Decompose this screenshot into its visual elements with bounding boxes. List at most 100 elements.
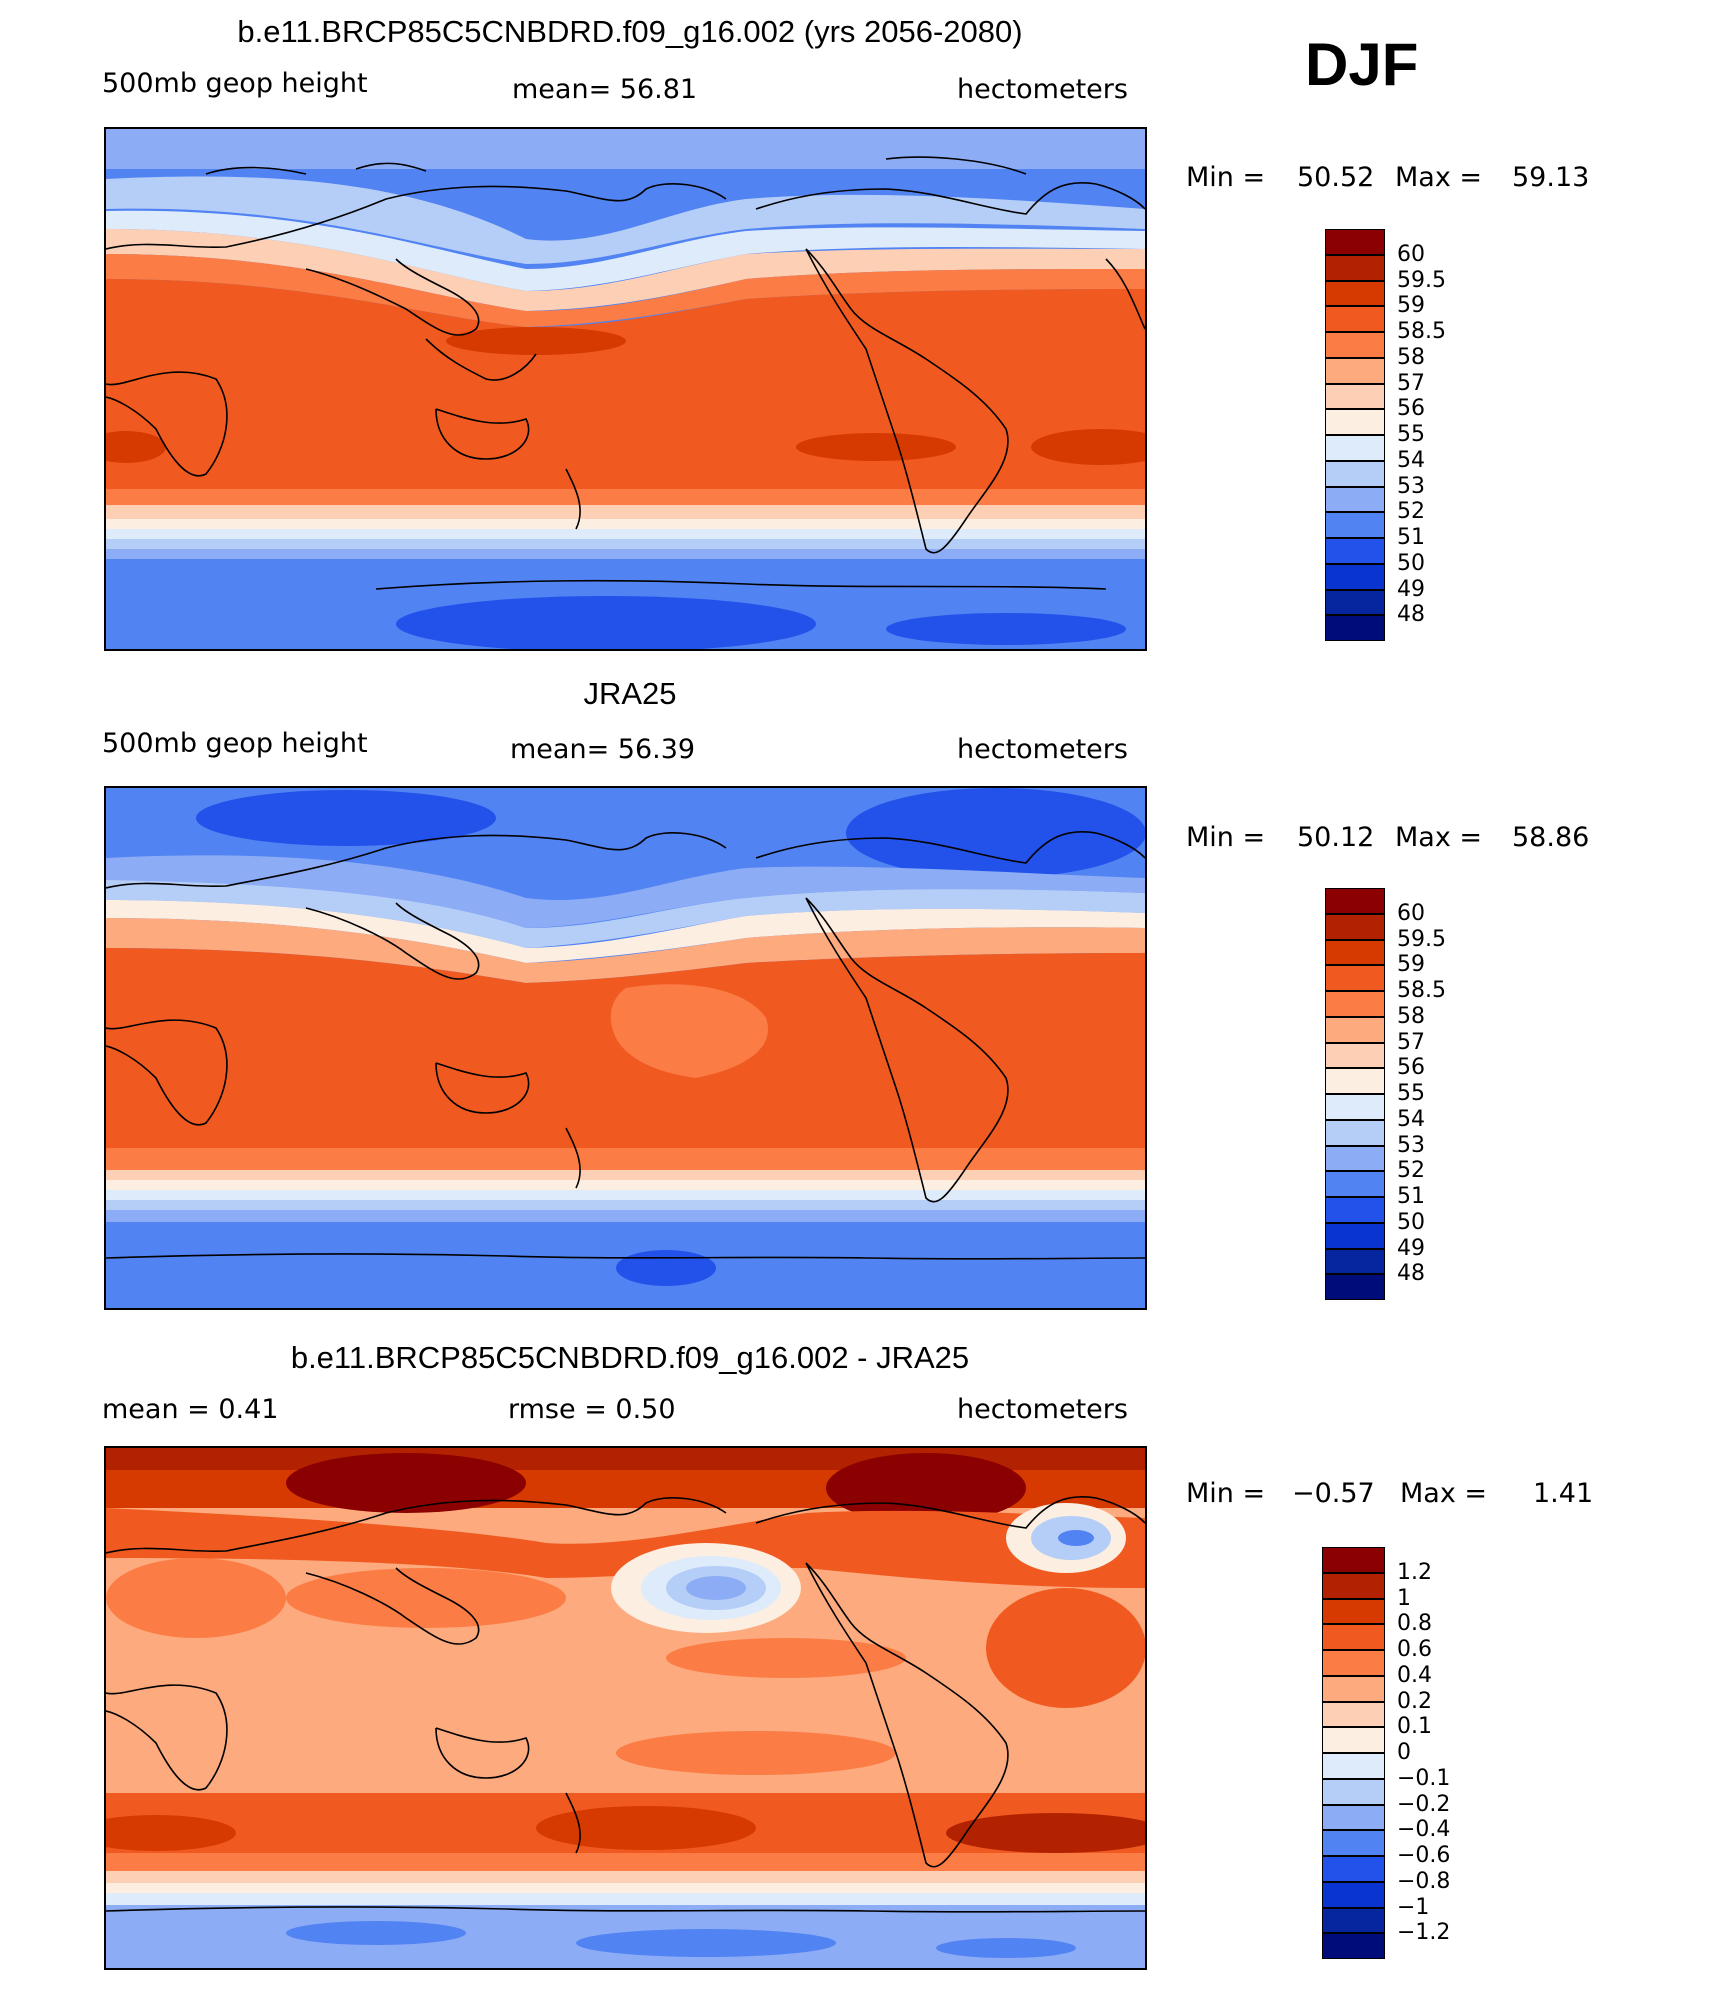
- colorbar-tick-label: 57: [1397, 370, 1425, 396]
- colorbar-tick-label: 58: [1397, 1003, 1425, 1029]
- panel1-map: [104, 127, 1147, 651]
- colorbar-cell: [1325, 409, 1385, 435]
- colorbar-cell: [1325, 589, 1385, 616]
- colorbar-tick-label: 56: [1397, 1055, 1425, 1081]
- colorbar-tick-label: 58.5: [1397, 978, 1446, 1003]
- colorbar-tick-label: −1: [1397, 1894, 1430, 1920]
- panel2-max-value: 58.86: [1512, 822, 1590, 853]
- colorbar-tick-label: 52: [1397, 499, 1425, 525]
- panel1-mean-label: mean= 56.81: [512, 74, 698, 105]
- panel3-rmse-label: rmse = 0.50: [508, 1394, 676, 1425]
- colorbar-tick-label: 0: [1397, 1740, 1411, 1765]
- colorbar-tick-label: −1.2: [1397, 1920, 1451, 1946]
- colorbar-tick-label: 58: [1397, 344, 1425, 370]
- colorbar-cell: [1325, 383, 1385, 410]
- colorbar-cell: [1322, 1907, 1385, 1934]
- colorbar-cell: [1325, 357, 1385, 384]
- colorbar-tick-label: −0.1: [1397, 1765, 1451, 1791]
- colorbar-cell: [1325, 1222, 1385, 1249]
- colorbar-tick-label: 51: [1397, 525, 1425, 550]
- panel2-field-label: 500mb geop height: [102, 728, 368, 759]
- panel1-max-value: 59.13: [1512, 162, 1590, 193]
- colorbar-cell: [1325, 563, 1385, 590]
- panel2-mean-label: mean= 56.39: [510, 734, 696, 765]
- colorbar-tick-label: 54: [1397, 447, 1425, 473]
- colorbar-tick-label: 1: [1397, 1585, 1411, 1611]
- panel3-max-label: Max =: [1400, 1478, 1488, 1509]
- panel1-max-label: Max =: [1395, 162, 1483, 193]
- colorbar-tick-label: 60: [1397, 900, 1425, 926]
- colorbar-cell: [1325, 1042, 1385, 1069]
- colorbar-cell: [1325, 939, 1385, 966]
- colorbar-cell: [1325, 538, 1385, 564]
- colorbar-tick-label: 57: [1397, 1029, 1425, 1055]
- colorbar-cell: [1322, 1727, 1385, 1753]
- colorbar-cell: [1325, 512, 1385, 538]
- colorbar-tick-label: 55: [1397, 1081, 1425, 1106]
- colorbar-cell: [1325, 1274, 1385, 1300]
- panel3-min-value: −0.57: [1292, 1478, 1375, 1509]
- colorbar-cell: [1325, 435, 1385, 461]
- panel2-colorbar: [1325, 888, 1385, 1300]
- colorbar-tick-label: −0.2: [1397, 1791, 1451, 1817]
- colorbar-tick-label: 0.2: [1397, 1688, 1432, 1714]
- colorbar-cell: [1325, 965, 1385, 991]
- panel3-units-label: hectometers: [957, 1394, 1128, 1425]
- panel2-map: [104, 786, 1147, 1310]
- colorbar-tick-label: 59: [1397, 293, 1425, 319]
- colorbar-tick-label: 50: [1397, 1209, 1425, 1235]
- panel1-units-label: hectometers: [957, 74, 1128, 105]
- colorbar-cell: [1322, 1778, 1385, 1805]
- panel1-min-label: Min =: [1186, 162, 1266, 193]
- colorbar-tick-label: 49: [1397, 576, 1425, 602]
- panel1-field-label: 500mb geop height: [102, 68, 368, 99]
- colorbar-tick-label: 50: [1397, 550, 1425, 576]
- panel3-min-label: Min =: [1186, 1478, 1266, 1509]
- colorbar-tick-label: 53: [1397, 1132, 1425, 1158]
- colorbar-cell: [1325, 280, 1385, 307]
- colorbar-cell: [1325, 1197, 1385, 1223]
- colorbar-cell: [1325, 254, 1385, 281]
- colorbar-cell: [1325, 888, 1385, 914]
- colorbar-cell: [1325, 913, 1385, 940]
- season-label: DJF: [1305, 31, 1419, 98]
- colorbar-tick-label: 0.8: [1397, 1611, 1432, 1637]
- panel1-title: b.e11.BRCP85C5CNBDRD.f09_g16.002 (yrs 20…: [237, 14, 1023, 49]
- panel2-units-label: hectometers: [957, 734, 1128, 765]
- panel2-max-label: Max =: [1395, 822, 1483, 853]
- colorbar-cell: [1322, 1753, 1385, 1779]
- colorbar-tick-label: 0.6: [1397, 1637, 1432, 1662]
- panel2-min-label: Min =: [1186, 822, 1266, 853]
- colorbar-cell: [1322, 1598, 1385, 1625]
- panel2-min-value: 50.12: [1297, 822, 1375, 853]
- colorbar-tick-label: 56: [1397, 396, 1425, 422]
- panel1-colorbar: [1325, 229, 1385, 641]
- colorbar-cell: [1322, 1572, 1385, 1599]
- colorbar-tick-label: 59: [1397, 952, 1425, 978]
- colorbar-tick-label: 48: [1397, 1261, 1425, 1287]
- colorbar-cell: [1325, 1119, 1385, 1146]
- colorbar-cell: [1322, 1675, 1385, 1702]
- colorbar-cell: [1325, 991, 1385, 1017]
- colorbar-tick-label: 58.5: [1397, 319, 1446, 344]
- colorbar-cell: [1325, 1145, 1385, 1172]
- colorbar-tick-label: 59.5: [1397, 267, 1446, 293]
- colorbar-cell: [1322, 1856, 1385, 1882]
- panel3-mean-label: mean = 0.41: [102, 1394, 279, 1425]
- colorbar-cell: [1325, 1171, 1385, 1197]
- panel3-title: b.e11.BRCP85C5CNBDRD.f09_g16.002 - JRA25: [290, 1340, 970, 1375]
- colorbar-cell: [1325, 306, 1385, 332]
- colorbar-tick-label: −0.6: [1397, 1843, 1451, 1868]
- colorbar-cell: [1325, 615, 1385, 641]
- colorbar-tick-label: 54: [1397, 1106, 1425, 1132]
- colorbar-tick-label: −0.4: [1397, 1817, 1451, 1843]
- panel3-map: [104, 1446, 1147, 1970]
- colorbar-cell: [1325, 1068, 1385, 1094]
- panel1-min-value: 50.52: [1297, 162, 1375, 193]
- colorbar-cell: [1322, 1650, 1385, 1676]
- panel3-max-value: 1.41: [1533, 1478, 1594, 1509]
- colorbar-cell: [1322, 1547, 1385, 1573]
- colorbar-tick-label: 60: [1397, 241, 1425, 267]
- colorbar-cell: [1325, 460, 1385, 487]
- colorbar-tick-label: 51: [1397, 1184, 1425, 1209]
